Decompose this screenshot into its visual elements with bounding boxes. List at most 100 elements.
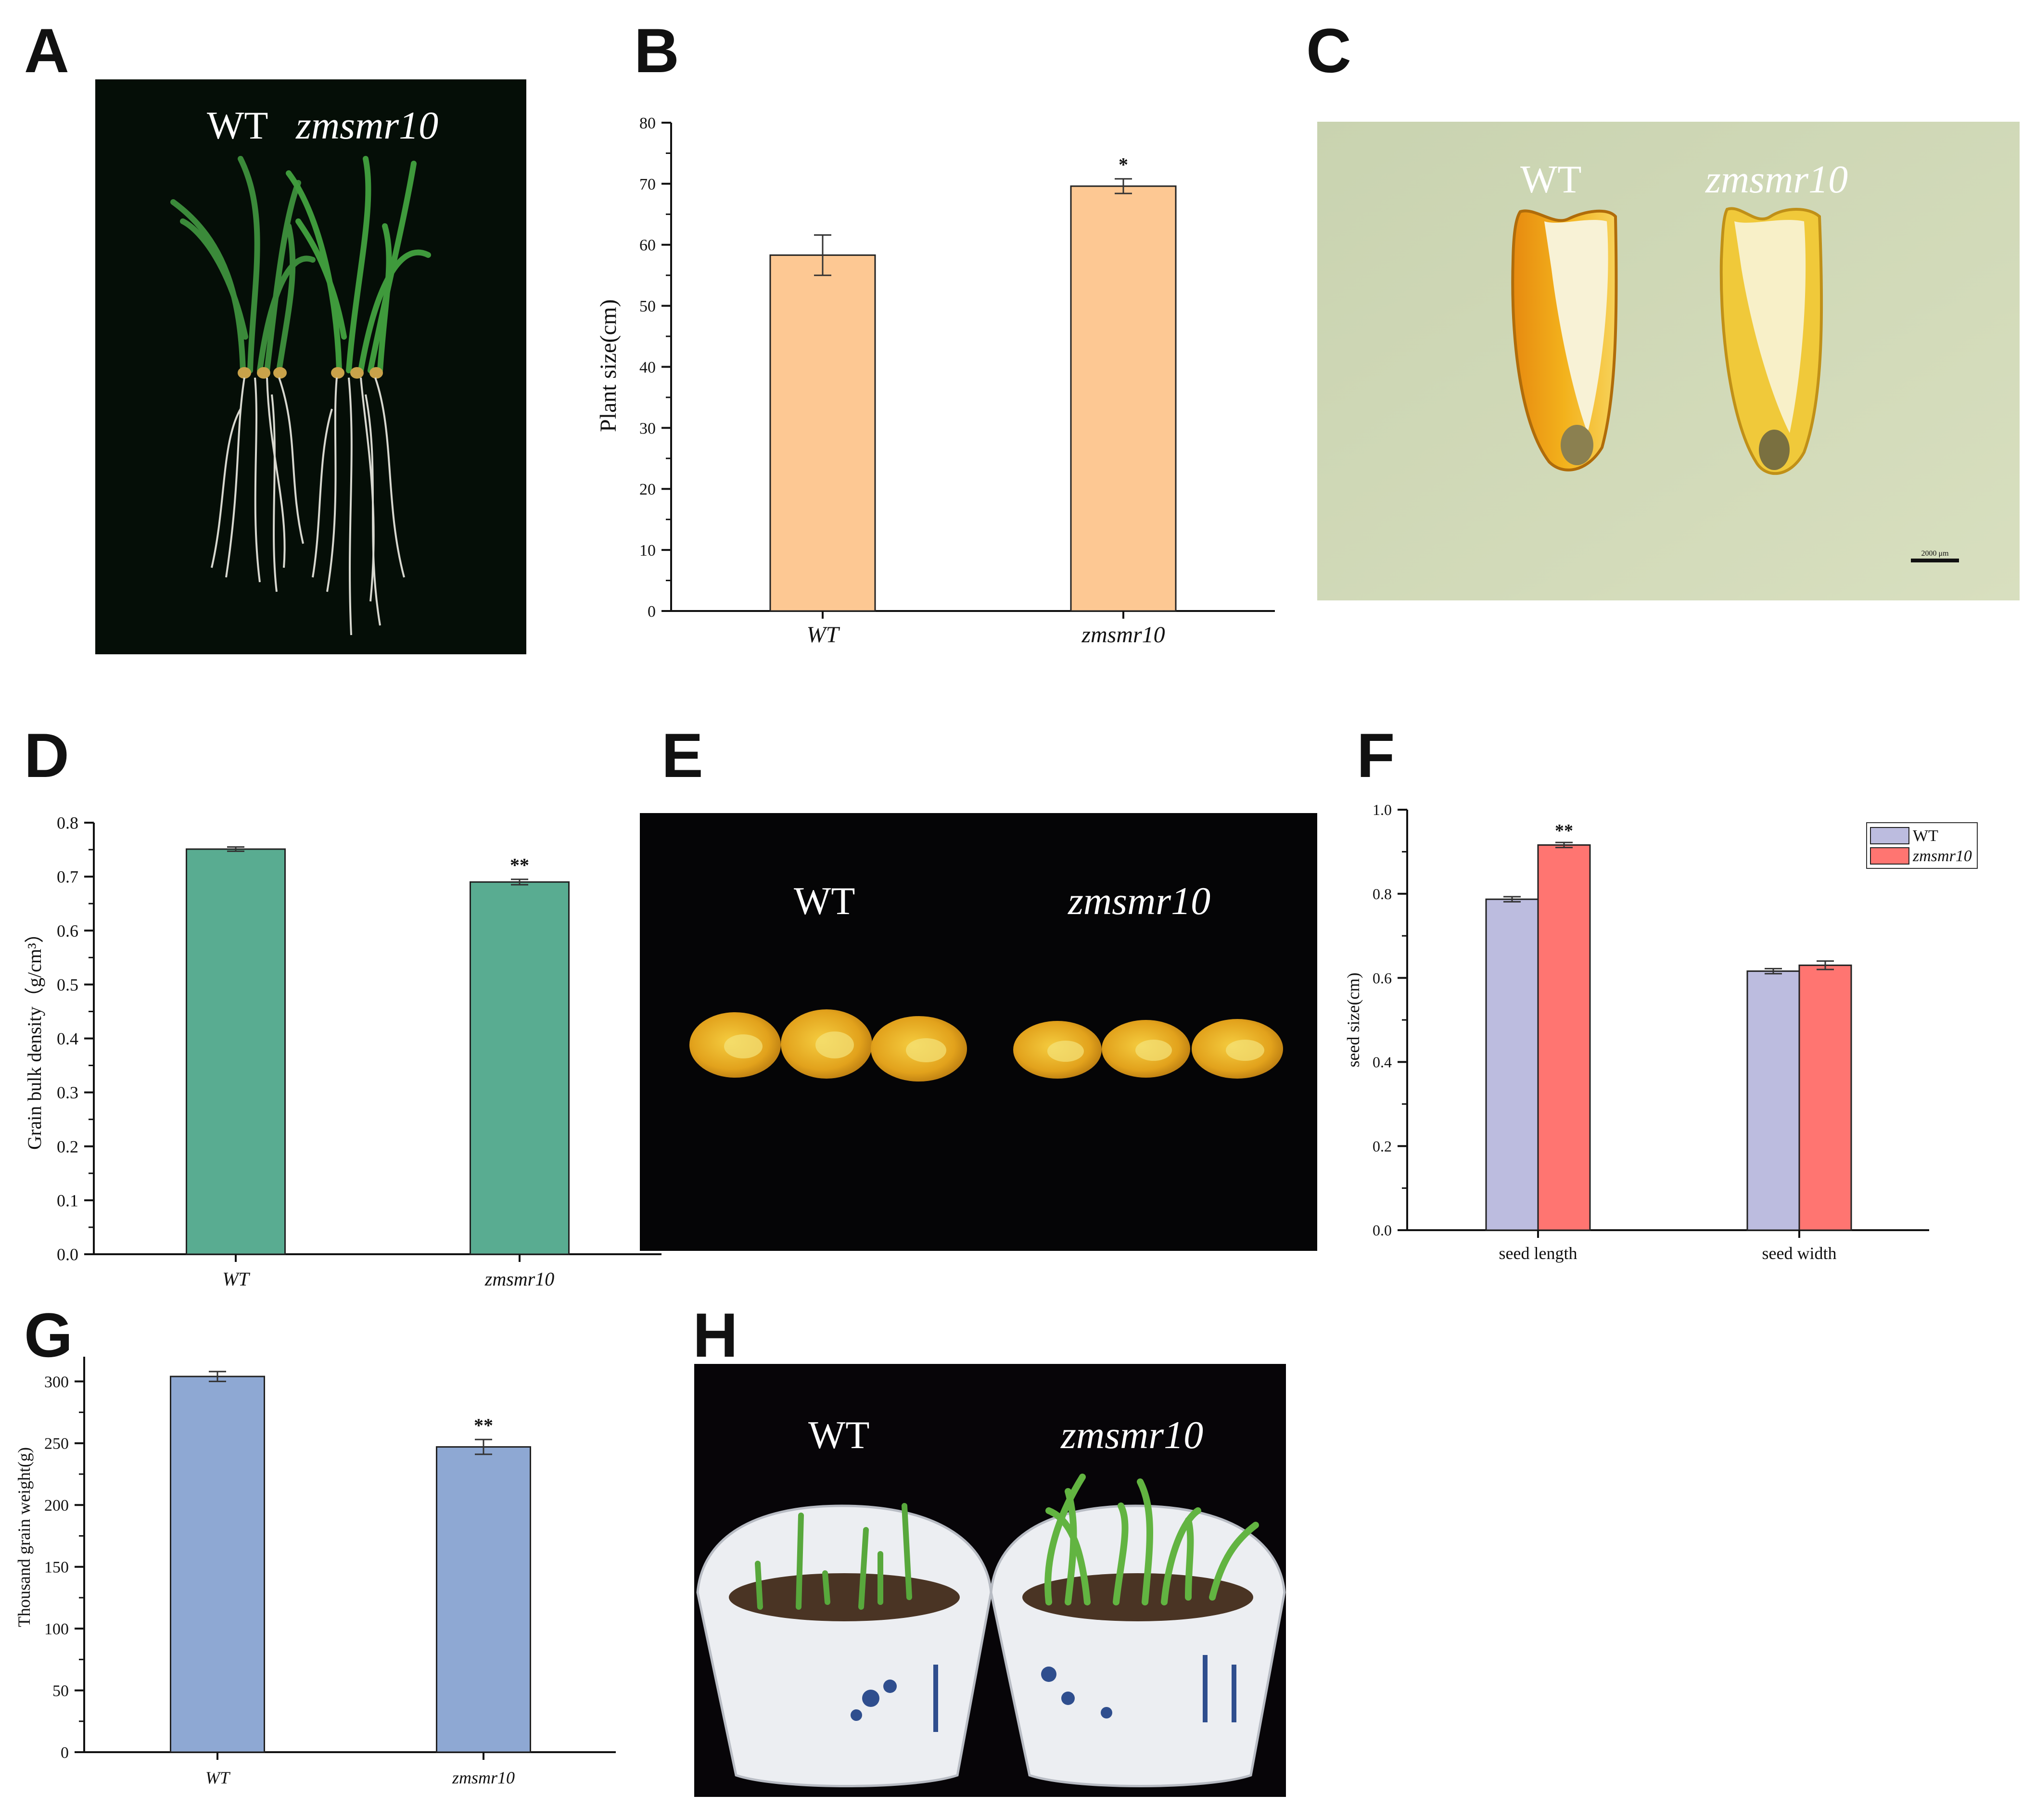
chart-thousand-grain-weight: 0 50 100 150 200 250 300 Thousand grain weight(… xyxy=(14,1357,616,1787)
x-tick-label: zmsmr10 xyxy=(1081,622,1165,648)
significance-marker: ** xyxy=(510,854,529,876)
bar-zmsmr10 xyxy=(1070,185,1177,612)
legend-swatch-zmsmr10 xyxy=(1870,847,1909,865)
chart-grain-bulk-density: 0.0 0.1 0.2 0.3 0.4 0.5 0.6 0.7 0.8 Grain bulk de… xyxy=(24,814,661,1290)
seedling-roots xyxy=(211,377,405,636)
photo-a-mutant-label: zmsmr10 xyxy=(295,103,438,147)
photo-e-wt-label: WT xyxy=(794,879,855,923)
bar-seed-length-WT xyxy=(1485,898,1539,1231)
y-tick-label: 40 xyxy=(639,358,656,376)
y-axis-label: Grain bulk density（g/cm³） xyxy=(24,924,45,1150)
significance-marker: * xyxy=(1119,154,1128,176)
y-tick-label: 0.8 xyxy=(1373,885,1392,903)
wt-kernel-embryo xyxy=(1561,425,1593,465)
bar-WT xyxy=(186,848,286,1255)
photo-a-wt-label: WT xyxy=(207,103,268,147)
y-tick-label: 150 xyxy=(44,1559,69,1577)
photo-pots: WT zmsmr10 xyxy=(694,1364,1286,1797)
panel-letter-b: B xyxy=(634,15,679,86)
mutant-seedling-leaves xyxy=(286,156,431,373)
wt-pot-seedlings xyxy=(755,1503,912,1610)
y-tick-label: 0.6 xyxy=(1373,969,1392,987)
y-tick-label: 0.2 xyxy=(1373,1137,1392,1155)
wt-pot-soil xyxy=(729,1573,960,1621)
y-tick-label: 30 xyxy=(639,420,656,437)
legend-label-WT: WT xyxy=(1913,827,1938,845)
y-axis-label: seed size(cm) xyxy=(1344,973,1363,1068)
panel-letter-f: F xyxy=(1357,720,1395,790)
seed-kernels xyxy=(238,367,383,379)
mutant-pot-seedlings xyxy=(1044,1474,1259,1605)
y-tick-label: 0.4 xyxy=(57,1029,78,1048)
bar-zmsmr10 xyxy=(470,881,570,1255)
x-tick-label: WT xyxy=(205,1768,231,1787)
x-tick-label: WT xyxy=(222,1268,250,1290)
x-tick-label: zmsmr10 xyxy=(484,1268,554,1290)
panel-letter-h: H xyxy=(693,1300,738,1370)
y-tick-label: 0.7 xyxy=(57,867,78,887)
panel-letter-e: E xyxy=(661,720,703,790)
y-tick-label: 0 xyxy=(61,1744,69,1762)
chart-seed-size: 0.0 0.2 0.4 0.6 0.8 1.0 seed size(cm) ** seed le… xyxy=(1344,801,1978,1263)
panel-letter-c: C xyxy=(1306,15,1351,86)
wt-seedling-leaves xyxy=(170,156,316,373)
photo-c-mutant-label: zmsmr10 xyxy=(1705,157,1848,201)
bar-seed-width-zmsmr10 xyxy=(1798,964,1852,1231)
mutant-kernel-white-endosperm xyxy=(1734,220,1806,433)
bar-WT xyxy=(170,1375,265,1753)
photo-c-wt-label: WT xyxy=(1520,157,1581,201)
y-tick-label: 1.0 xyxy=(1373,801,1392,818)
y-tick-label: 0.3 xyxy=(57,1083,78,1102)
y-tick-label: 50 xyxy=(52,1682,69,1700)
y-tick-label: 20 xyxy=(639,481,656,498)
x-tick-label: seed length xyxy=(1499,1244,1577,1263)
photo-seedlings: WT zmsmr10 xyxy=(95,79,526,654)
y-tick-label: 0.0 xyxy=(1373,1222,1392,1239)
bar-seed-width-WT xyxy=(1746,970,1800,1231)
y-tick-label: 60 xyxy=(639,237,656,255)
bar-zmsmr10 xyxy=(436,1446,531,1753)
panel-letter-a: A xyxy=(24,15,69,86)
photo-h-mutant-label: zmsmr10 xyxy=(1060,1413,1203,1457)
y-tick-label: 70 xyxy=(639,176,656,193)
y-tick-label: 10 xyxy=(639,542,656,560)
y-tick-label: 50 xyxy=(639,298,656,316)
panel-letter-g: G xyxy=(24,1300,73,1370)
significance-marker: ** xyxy=(1555,821,1573,841)
y-tick-label: 0 xyxy=(648,603,656,621)
x-tick-label: seed width xyxy=(1762,1244,1837,1263)
legend-swatch-WT xyxy=(1870,827,1909,844)
wt-pot xyxy=(696,1504,992,1787)
y-tick-label: 250 xyxy=(44,1435,69,1453)
mutant-kernel-embryo xyxy=(1759,430,1790,470)
scale-bar-label: 2000 μm xyxy=(1921,549,1949,558)
y-tick-label: 200 xyxy=(44,1497,69,1515)
mutant-pot xyxy=(990,1504,1286,1787)
x-tick-label: WT xyxy=(807,622,840,648)
panel-letter-d: D xyxy=(24,720,69,790)
y-axis-label: Thousand grain weight(g) xyxy=(14,1447,34,1627)
kernel-dents xyxy=(724,1031,1264,1062)
y-tick-label: 0.0 xyxy=(57,1245,78,1264)
legend-label-zmsmr10: zmsmr10 xyxy=(1912,847,1972,865)
y-tick-label: 0.1 xyxy=(57,1191,78,1210)
mutant-pot-soil xyxy=(1022,1573,1253,1621)
photo-whole-kernels: WT zmsmr10 xyxy=(640,813,1317,1251)
y-tick-label: 0.5 xyxy=(57,975,78,994)
y-axis-label: Plant size(cm) xyxy=(596,299,621,432)
y-tick-label: 0.4 xyxy=(1373,1054,1392,1071)
wt-kernel-white-endosperm xyxy=(1544,220,1608,433)
pot-blue-decoration xyxy=(851,1655,1236,1732)
y-tick-label: 80 xyxy=(639,115,656,132)
photo-e-mutant-label: zmsmr10 xyxy=(1068,879,1210,923)
y-tick-label: 0.2 xyxy=(57,1137,78,1156)
chart-plant-size: 0 10 20 30 40 50 60 70 80 Plant size(cm) WT * zmsmr1… xyxy=(596,115,1275,648)
photo-kernel-sections: WT zmsmr10 2000 μm xyxy=(1317,122,2020,600)
y-tick-label: 100 xyxy=(44,1620,69,1638)
y-tick-label: 0.6 xyxy=(57,921,78,941)
photo-h-wt-label: WT xyxy=(808,1413,869,1457)
significance-marker: ** xyxy=(474,1414,493,1436)
y-tick-label: 300 xyxy=(44,1373,69,1391)
bar-seed-length-zmsmr10 xyxy=(1537,844,1591,1231)
